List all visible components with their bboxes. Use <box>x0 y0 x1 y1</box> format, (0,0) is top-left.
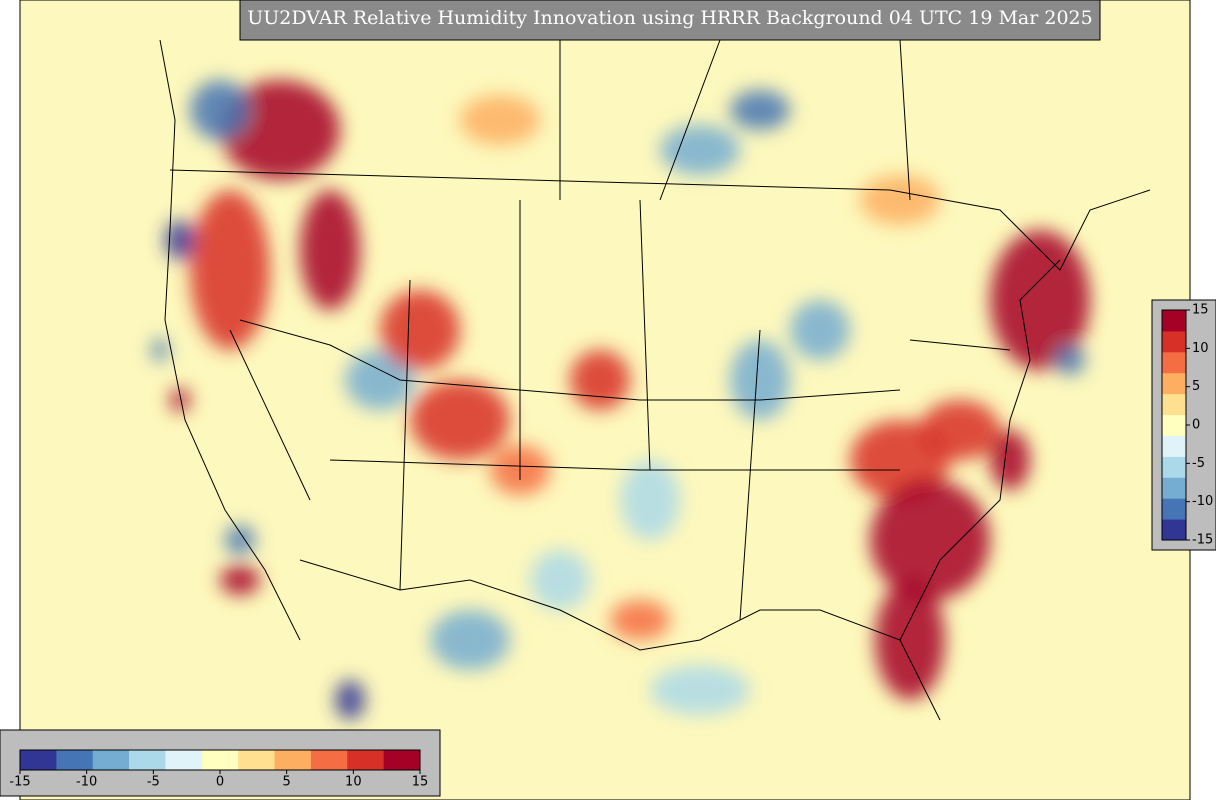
field-blob <box>300 190 360 310</box>
field-blob <box>335 680 365 720</box>
field-blob <box>220 565 260 595</box>
colorbar-tick-label: 0 <box>216 775 224 790</box>
colorbar-segment <box>92 750 130 770</box>
colorbar-segment <box>1162 393 1186 416</box>
field-blob <box>530 550 590 610</box>
colorbar-tick-label: 0 <box>1192 418 1200 433</box>
colorbar-tick-label: 5 <box>283 775 291 790</box>
boundaries <box>159 39 1151 721</box>
colorbar-tick-label: -15 <box>1192 533 1213 548</box>
field-blob <box>152 338 168 362</box>
colorbar-tick-label: -15 <box>9 775 30 790</box>
field-blob <box>870 480 990 600</box>
field-blob <box>790 300 850 360</box>
colorbar-segment <box>274 750 312 770</box>
colorbar-segment <box>20 750 57 770</box>
colorbar-segment <box>1162 330 1186 353</box>
colorbar-segment <box>1162 310 1186 332</box>
title-box <box>239 0 1101 41</box>
colorbar-tick-label: 5 <box>1192 379 1200 394</box>
field-blob <box>650 665 750 715</box>
colorbar-tick-label: -5 <box>1192 456 1205 471</box>
field-blob <box>190 190 270 350</box>
field-blob <box>1055 345 1085 375</box>
colorbar-segment <box>56 750 94 770</box>
field-blob <box>920 400 1000 460</box>
field-blob <box>860 175 940 225</box>
colorbar-segment <box>165 750 203 770</box>
colorbar-tick-label: -10 <box>76 775 97 790</box>
field-blob <box>730 340 790 420</box>
field-blob <box>220 80 340 180</box>
colorbar-segment <box>1162 519 1186 541</box>
colorbar-tick-label: 10 <box>345 775 362 790</box>
colorbar-tick-label: -10 <box>1192 494 1213 509</box>
colorbar-segment <box>1162 456 1186 478</box>
field-blob <box>990 230 1090 370</box>
field-blob <box>730 90 790 130</box>
colorbar-segment <box>383 750 421 770</box>
colorbar-segment <box>1162 414 1186 436</box>
colorbar-tick-label: 15 <box>412 775 429 790</box>
field-blob <box>875 580 945 700</box>
colorbar-segment <box>1162 351 1186 374</box>
colorbar-tick-label: -5 <box>147 775 160 790</box>
colorbar-segment <box>238 750 276 770</box>
field-blob <box>380 290 460 370</box>
colorbar-segment <box>129 750 166 770</box>
field-blob <box>170 388 190 412</box>
colorbar-segment <box>310 750 348 770</box>
colorbar-tick-label: 10 <box>1192 341 1209 356</box>
field-blob <box>990 430 1030 490</box>
colorbar-tick-label: 15 <box>1192 303 1209 318</box>
colorbar-segment <box>1162 477 1186 499</box>
field-blob <box>345 350 415 410</box>
field-blob <box>225 525 255 555</box>
field-blob <box>430 610 510 670</box>
innovation-field <box>152 80 1090 720</box>
field-blob <box>410 380 510 460</box>
colorbar-segment <box>1162 435 1186 457</box>
field-blob <box>610 600 670 640</box>
colorbar-segment <box>347 750 385 770</box>
field-blob <box>460 95 540 145</box>
colorbar-segment <box>1162 498 1186 520</box>
colorbar-segment <box>1162 372 1186 395</box>
field-blob <box>620 460 680 540</box>
field-blob <box>190 80 250 140</box>
map-title: UU2DVAR Relative Humidity Innovation usi… <box>247 7 1092 29</box>
field-blob <box>570 350 630 410</box>
field-blob <box>165 220 195 260</box>
colorbar-segment <box>201 750 239 770</box>
field-blob <box>660 125 740 175</box>
